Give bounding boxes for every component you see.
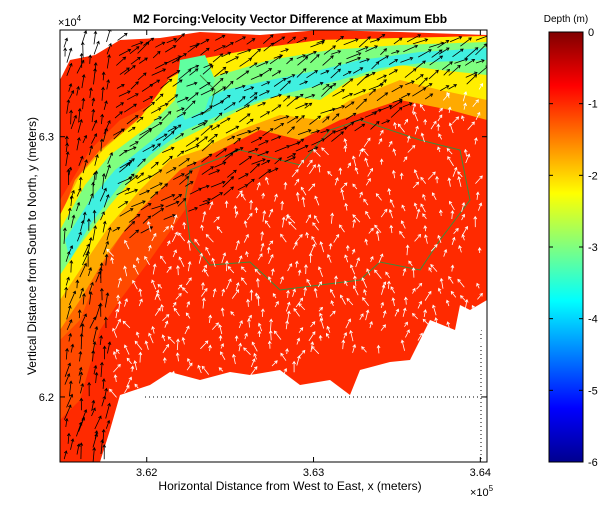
colorbar-label: Depth (m) — [544, 14, 588, 25]
contour-line — [184, 119, 471, 291]
x-tick-label: 3.64 — [470, 467, 491, 479]
chart-title: M2 Forcing:Velocity Vector Difference at… — [133, 12, 447, 26]
velocity-vectors — [62, 30, 487, 462]
channel — [60, 36, 487, 300]
multiplier-exponent: 5 — [489, 484, 494, 493]
vector-arrows-black — [62, 30, 487, 462]
colorbar-tick-label: 0 — [588, 27, 594, 39]
y-tick-label: 6.2 — [39, 392, 54, 404]
colorbar-tick-label: -1 — [588, 99, 598, 111]
x-tick-label: 3.62 — [136, 467, 157, 479]
colorbar-tick-label: -6 — [588, 457, 598, 469]
multiplier-base: ×10 — [58, 17, 77, 29]
colorbar-tick-label: -2 — [588, 170, 598, 182]
y-multiplier: ×104 — [58, 14, 82, 29]
channel — [175, 55, 215, 120]
multiplier-base: ×10 — [470, 487, 489, 499]
colorbar-tick-label: -3 — [588, 242, 598, 254]
x-axis-label: Horizontal Distance from West to East, x… — [158, 479, 421, 493]
plot-frame — [59, 29, 488, 463]
colorbar-tick-label: -5 — [588, 385, 598, 397]
vector-arrows-white — [106, 83, 483, 399]
x-tick-label: 3.63 — [303, 467, 324, 479]
multiplier-exponent: 4 — [77, 14, 82, 23]
colorbar — [548, 31, 584, 463]
y-axis-label: Vertical Distance from South to North, y… — [25, 117, 39, 375]
channel — [65, 48, 487, 260]
y-tick-label: 6.3 — [39, 132, 54, 144]
colorbar-tick-label: -4 — [588, 314, 598, 326]
x-multiplier: ×105 — [470, 484, 494, 499]
